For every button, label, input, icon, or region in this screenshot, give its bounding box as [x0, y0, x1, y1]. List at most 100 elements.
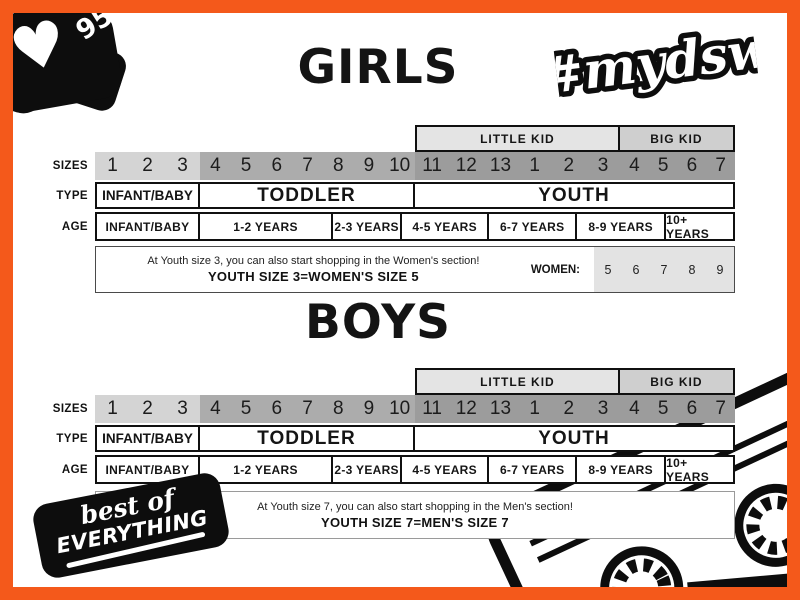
age-cell: 1-2 YEARS [199, 212, 334, 241]
type-cell: INFANT/BABY [95, 425, 200, 452]
hashtag-text: #mydsw [550, 19, 762, 106]
age-row-label: AGE [61, 220, 88, 233]
type-cell: YOUTH [414, 182, 735, 209]
women-size: 8 [688, 262, 696, 277]
size-cell: 7 [292, 395, 323, 423]
size-cell: 6 [261, 395, 293, 423]
sizes-row: SIZES 1 2 3 4 5 6 7 8 9 10 11 12 13 1 2 3 4 5 6 7 [53, 152, 735, 180]
size-cell: 12 [449, 152, 484, 180]
size-cell: 3 [165, 395, 200, 423]
size-cell: 1 [517, 395, 552, 423]
size-cell: 3 [585, 152, 621, 180]
size-cell: 5 [230, 152, 262, 180]
type-row: TYPE INFANT/BABY TODDLER YOUTH [56, 182, 735, 209]
sizes-row: SIZES 1 2 3 4 5 6 7 8 9 10 11 12 13 1 2 3 4 5 6 7 [53, 395, 735, 423]
age-row: AGE INFANT/BABY 1-2 YEARS 2-3 YEARS 4-5 YEA… [62, 212, 735, 241]
size-cell: 1 [95, 152, 130, 180]
girls-note-line1: At Youth size 3, you can also start shop… [147, 255, 480, 267]
age-cell: 4-5 YEARS [402, 455, 490, 484]
kid-header-cell: BIG KID [619, 368, 735, 395]
women-size: 5 [604, 262, 612, 277]
age-row-label: AGE [61, 463, 88, 476]
size-cell: 11 [415, 152, 450, 180]
boys-note-text: At Youth size 7, you can also start shop… [96, 492, 734, 538]
age-cell: 2-3 YEARS [333, 455, 403, 484]
type-row-label: TYPE [56, 189, 88, 202]
boys-size-chart: LITTLE KID BIG KID SIZES 1 2 3 4 5 6 7 8 9 10 11 12 1… [53, 368, 735, 539]
women-size: 9 [716, 262, 724, 277]
size-cell: 4 [200, 152, 231, 180]
size-cell: 1 [95, 395, 130, 423]
age-cell: 1-2 YEARS [199, 455, 334, 484]
kid-header-row: LITTLE KID BIG KID [95, 368, 735, 395]
best-of-everything-sticker: best of EVERYTHING [30, 470, 232, 581]
type-row-label: TYPE [56, 432, 88, 445]
age-cell: 6-7 YEARS [489, 455, 578, 484]
sticker-blob: best of EVERYTHING [30, 470, 232, 581]
size-cell: 10 [384, 395, 416, 423]
girls-note-box: At Youth size 3, you can also start shop… [95, 246, 735, 293]
age-cell: 2-3 YEARS [333, 212, 403, 241]
size-cell: 5 [648, 152, 678, 180]
women-size: 7 [660, 262, 668, 277]
age-row: AGE INFANT/BABY 1-2 YEARS 2-3 YEARS 4-5 YEA… [62, 455, 735, 484]
mydsw-hashtag-logo: #mydsw [550, 13, 762, 111]
size-cell: 3 [585, 395, 621, 423]
size-cell: 4 [200, 395, 231, 423]
size-cell: 6 [677, 152, 707, 180]
size-cell: 3 [165, 152, 200, 180]
age-cell: 8-9 YEARS [577, 455, 667, 484]
size-cell: 7 [706, 395, 735, 423]
women-label: WOMEN: [530, 263, 580, 276]
boys-note-line1: At Youth size 7, you can also start shop… [257, 500, 573, 513]
size-cell: 2 [551, 152, 586, 180]
age-cell: 10+ YEARS [666, 212, 735, 241]
type-cell: TODDLER [199, 425, 415, 452]
size-cell: 4 [620, 152, 649, 180]
women-size: 6 [632, 262, 640, 277]
girls-note-line2: YOUTH SIZE 3=WOMEN'S SIZE 5 [207, 269, 419, 284]
boys-section-title: BOYS [305, 295, 451, 350]
girls-section-title: GIRLS [297, 40, 459, 95]
size-cell: 5 [230, 395, 262, 423]
kid-header-spacer [95, 125, 415, 152]
size-cell: 8 [322, 395, 354, 423]
size-cell: 11 [415, 395, 450, 423]
size-cell: 13 [483, 395, 518, 423]
boys-note-line2: YOUTH SIZE 7=MEN'S SIZE 7 [321, 514, 509, 530]
type-cell: TODDLER [199, 182, 415, 209]
size-cell: 12 [449, 395, 484, 423]
size-cell: 2 [130, 152, 165, 180]
kid-header-cell: BIG KID [619, 125, 735, 152]
girls-note-text: At Youth size 3, you can also start shop… [96, 247, 531, 292]
age-cell: 4-5 YEARS [402, 212, 490, 241]
size-cell: 9 [353, 152, 385, 180]
size-cell: 6 [261, 152, 293, 180]
age-cell: INFANT/BABY [95, 212, 200, 241]
women-sizes-box: 5 6 7 8 9 [594, 247, 734, 292]
size-cell: 7 [706, 152, 735, 180]
size-cell: 6 [677, 395, 707, 423]
kid-header-cell: LITTLE KID [415, 125, 620, 152]
kid-header-row: LITTLE KID BIG KID [95, 125, 735, 152]
size-cell: 1 [517, 152, 552, 180]
girls-size-chart: LITTLE KID BIG KID SIZES 1 2 3 4 5 6 7 8 9 10 11 12 1… [53, 125, 735, 293]
type-cell: INFANT/BABY [95, 182, 200, 209]
type-cell: YOUTH [414, 425, 735, 452]
sizes-row-label: SIZES [52, 403, 88, 415]
type-row: TYPE INFANT/BABY TODDLER YOUTH [56, 425, 735, 452]
sizes-row-label: SIZES [52, 160, 88, 172]
kid-header-spacer [95, 368, 415, 395]
size-cell: 7 [292, 152, 323, 180]
kid-header-cell: LITTLE KID [415, 368, 620, 395]
size-cell: 13 [483, 152, 518, 180]
size-cell: 4 [620, 395, 649, 423]
age-cell: 6-7 YEARS [489, 212, 578, 241]
size-cell: 2 [130, 395, 165, 423]
size-cell: 8 [322, 152, 354, 180]
size-cell: 2 [551, 395, 586, 423]
age-cell: 8-9 YEARS [577, 212, 667, 241]
age-cell: 10+ YEARS [666, 455, 735, 484]
size-cell: 10 [384, 152, 416, 180]
